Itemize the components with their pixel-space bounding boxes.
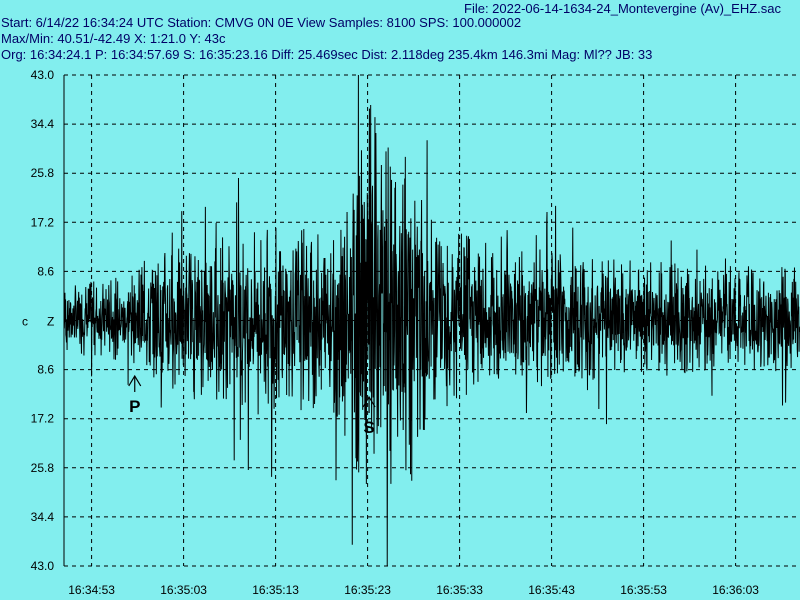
x-axis-tick-labels: 16:34:53 16:35:03 16:35:13 16:35:23 16:35:33… [68, 583, 759, 597]
y-tick-label: 25.8 [31, 461, 55, 475]
origin-phase-line: Org: 16:34:24.1 P: 16:34:57.69 S: 16:35:… [1, 47, 653, 62]
y-axis-tick-labels: 43.0 34.4 25.8 17.2 8.6 8.6 17.2 25.8 34.4 43.0 [31, 68, 55, 573]
y-tick-label: 17.2 [31, 412, 55, 426]
y-tick-label: 43.0 [31, 559, 55, 573]
marker-label: S [363, 418, 374, 437]
max-min-line: Max/Min: 40.51/-42.49 X: 1:21.0 Y: 43c [1, 31, 226, 46]
x-tick-label: 16:36:03 [712, 583, 759, 597]
x-tick-label: 16:35:33 [436, 583, 483, 597]
channel-label: c [22, 315, 28, 329]
x-tick-label: 16:34:53 [68, 583, 115, 597]
x-tick-label: 16:35:53 [620, 583, 667, 597]
y-tick-label: 25.8 [31, 166, 55, 180]
start-station-line: Start: 6/14/22 16:34:24 UTC Station: CMV… [1, 15, 522, 30]
y-tick-label: 17.2 [31, 215, 55, 229]
y-tick-label: 43.0 [31, 68, 55, 82]
waveform-trace [63, 74, 800, 567]
waveform-path [63, 74, 800, 567]
x-tick-label: 16:35:43 [528, 583, 575, 597]
phase-markers: PS [128, 374, 376, 437]
y-tick-label: 34.4 [31, 510, 55, 524]
y-tick-label: 8.6 [37, 363, 54, 377]
phase-marker-p: P [128, 374, 142, 416]
x-tick-label: 16:35:23 [344, 583, 391, 597]
x-tick-label: 16:35:03 [160, 583, 207, 597]
marker-label: P [129, 397, 140, 416]
marker-arrow-head [362, 395, 376, 408]
phase-marker-s: S [362, 395, 376, 437]
y-tick-label: 34.4 [31, 117, 55, 131]
marker-arrow-head [128, 374, 142, 387]
file-name-line: File: 2022-06-14-1634-24_Montevergine (A… [464, 1, 781, 16]
x-tick-label: 16:35:13 [252, 583, 299, 597]
y-tick-label: 8.6 [37, 264, 54, 278]
component-label: Z [47, 315, 54, 329]
